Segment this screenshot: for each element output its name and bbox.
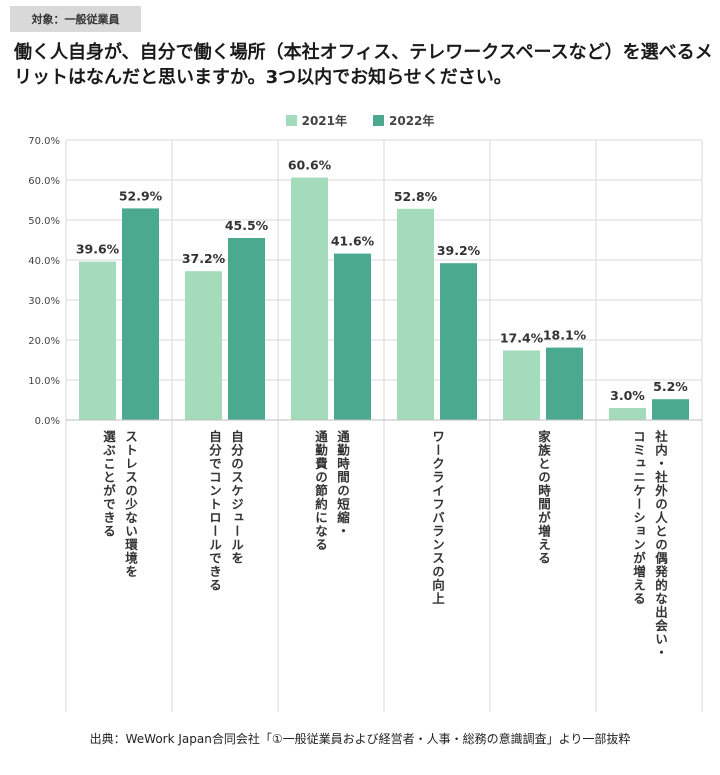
data-label: 18.1% [543, 328, 587, 343]
category-label: 自分のスケジュールを [229, 430, 244, 565]
category-label: 社内・社外の人との偶発的な出会い・ [653, 430, 668, 660]
legend-swatch-2021 [285, 115, 297, 126]
data-label: 5.2% [653, 379, 688, 394]
bar-2022年-1 [228, 238, 265, 420]
y-tick-label: 30.0% [28, 296, 60, 307]
bar-2022年-2 [334, 253, 371, 420]
category-label: コミュニケーションが増える [631, 430, 646, 606]
data-label: 37.2% [182, 251, 226, 266]
data-label: 17.4% [500, 330, 544, 345]
data-label: 45.5% [225, 218, 269, 233]
data-label: 39.2% [437, 243, 481, 258]
category-label: 選ぶことができる [101, 430, 116, 538]
y-tick-label: 40.0% [28, 256, 60, 267]
data-label: 52.9% [119, 188, 163, 203]
legend-item-2022: 2022年 [373, 112, 434, 129]
bar-chart: 0.0% 10.0% 20.0% 30.0% 40.0% 50.0% 60.0% 70.0% 3… [28, 136, 703, 712]
legend-item-2021: 2021年 [285, 112, 347, 129]
legend-label-2021: 2021年 [301, 114, 347, 128]
category-label: 自分でコントロールできる [207, 430, 222, 592]
y-tick-label: 0.0% [35, 416, 60, 427]
source-credit: 出典：WeWork Japan合同会社「①一般従業員および経営者・人事・総務の意… [89, 732, 631, 746]
data-label: 3.0% [610, 388, 645, 403]
y-tick-label: 60.0% [28, 176, 60, 187]
y-tick-label: 10.0% [28, 376, 60, 387]
bar-2021年-2 [291, 177, 328, 420]
data-label: 41.6% [331, 234, 375, 249]
category-label: ワークライフバランスの向上 [430, 430, 445, 606]
y-tick-label: 70.0% [28, 136, 60, 147]
bar-2022年-0 [122, 208, 159, 420]
bar-2022年-5 [652, 399, 689, 420]
bar-2021年-4 [503, 350, 540, 420]
category-label: 通勤時間の短縮・ [335, 430, 350, 538]
data-label: 60.6% [288, 158, 332, 173]
target-badge: 対象：一般従業員 [10, 6, 141, 32]
data-label: 52.8% [394, 189, 438, 204]
bar-2021年-0 [79, 261, 116, 420]
y-tick-label: 20.0% [28, 336, 60, 347]
category-label: 家族との時間が増える [536, 430, 551, 565]
chart-title: 働く人自身が、自分で働く場所（本社オフィス、テレワークスペースなど）を選べるメリ… [14, 42, 713, 88]
category-label: 通勤費の節約になる [313, 430, 328, 552]
data-label: 39.6% [76, 242, 120, 257]
y-tick-label: 50.0% [28, 216, 60, 227]
legend-swatch-2022 [373, 115, 384, 126]
bar-2022年-4 [546, 347, 583, 420]
bar-2022年-3 [440, 263, 477, 420]
bar-2021年-3 [397, 208, 434, 420]
legend: 2021年 2022年 [0, 112, 720, 129]
legend-label-2022: 2022年 [389, 114, 435, 128]
bar-2021年-1 [185, 271, 222, 420]
bar-2021年-5 [609, 408, 646, 420]
category-label: ストレスの少ない環境を [123, 430, 138, 579]
